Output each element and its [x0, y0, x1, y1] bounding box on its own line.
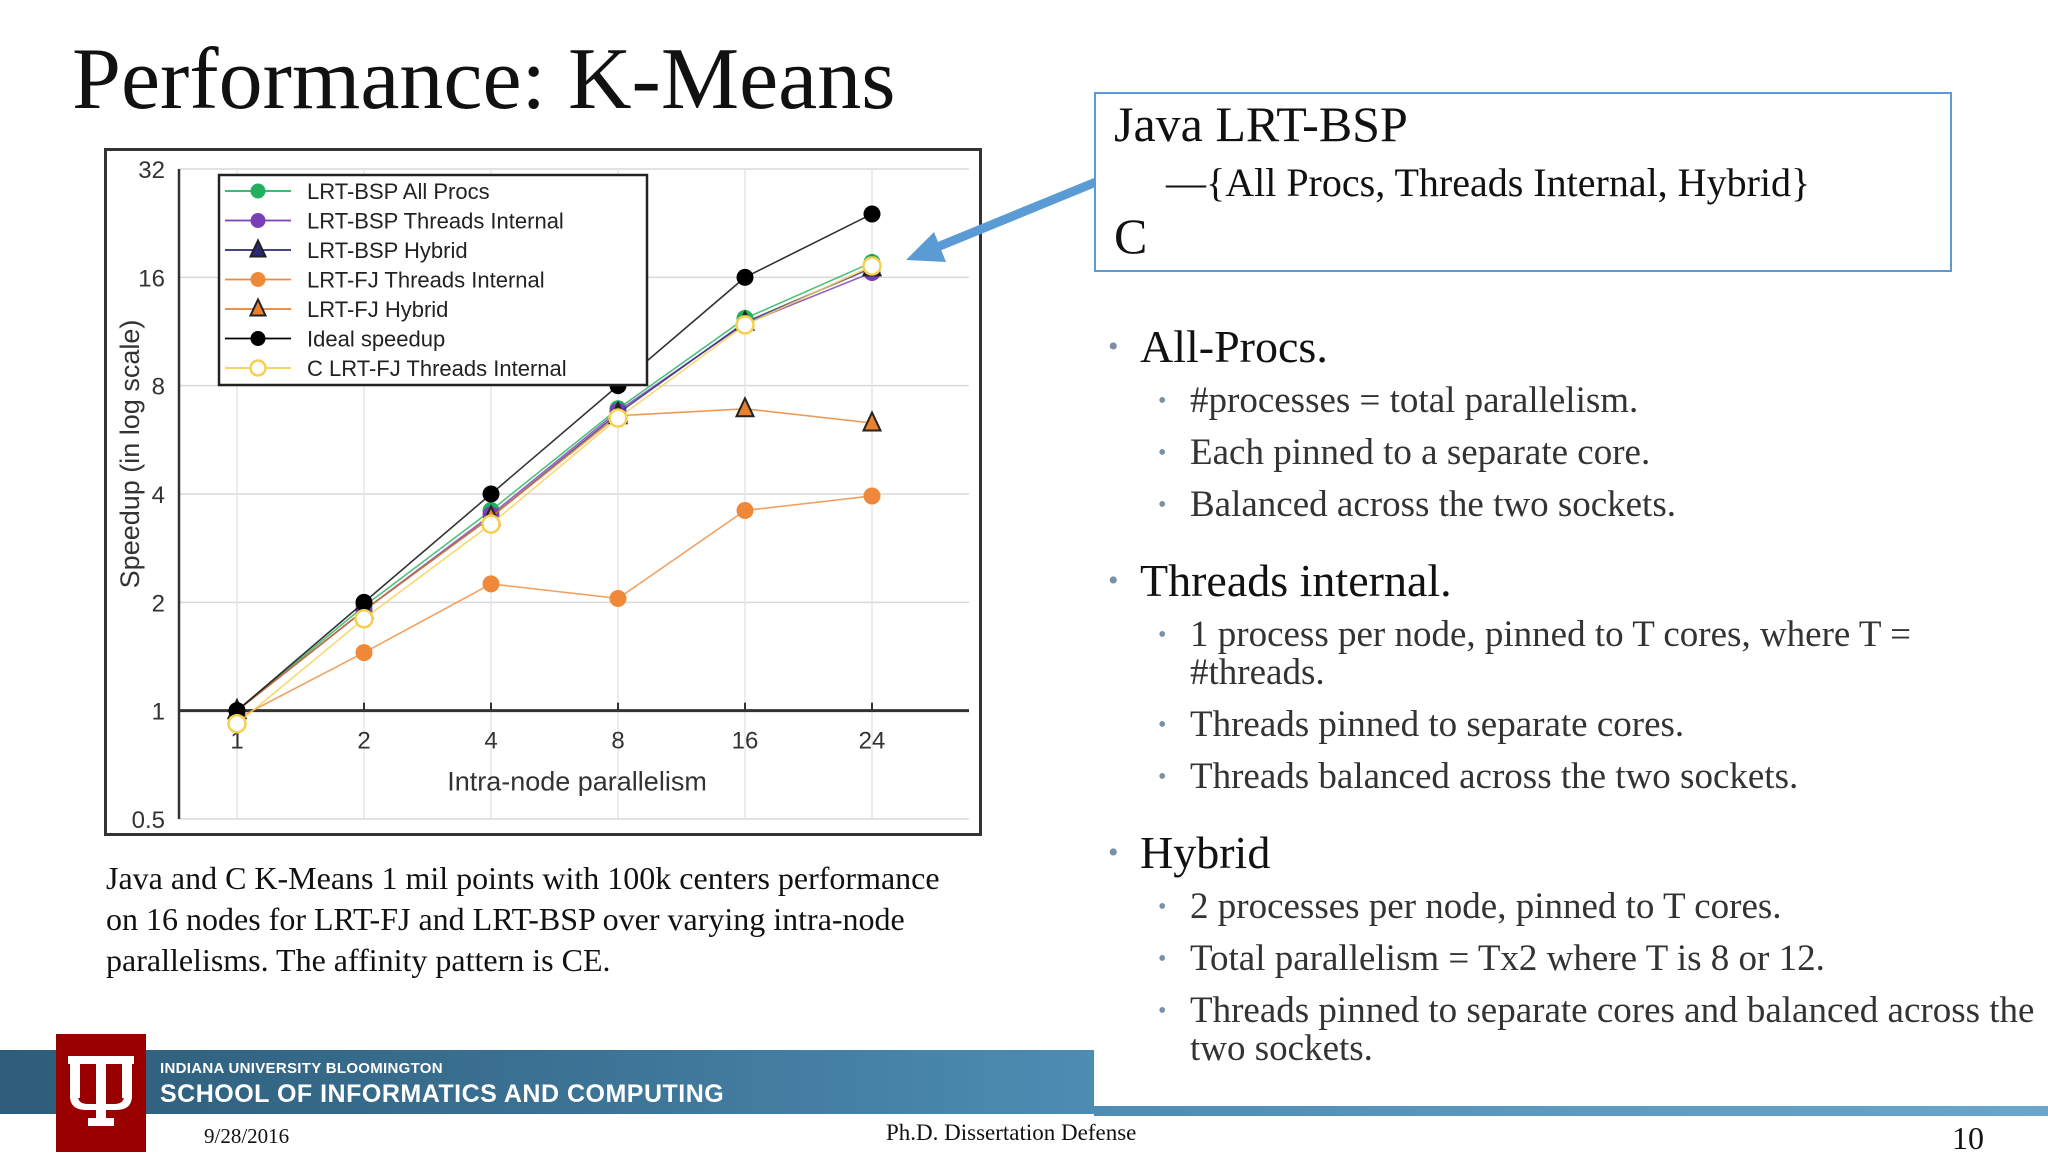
data-point [862, 256, 882, 276]
bullet-list: All-Procs. #processes = total parallelis… [1108, 320, 2038, 1068]
sub-bullet: Total parallelism = Tx2 where T is 8 or … [1108, 940, 2038, 979]
series-lrt-fj-threads-internal [228, 487, 881, 728]
sub-bullet: 1 process per node, pinned to T cores, w… [1108, 616, 2038, 692]
footer-line [1094, 1106, 2048, 1116]
data-point [735, 315, 755, 335]
legend-marker [248, 238, 268, 258]
y-tick-label: 16 [138, 265, 165, 292]
y-tick-label: 4 [152, 482, 165, 509]
speedup-chart: 0.5 1 2 4 8 16 32 1 2 4 8 16 24 Intra-node parallelis… [104, 148, 982, 836]
x-tick-label: 16 [732, 728, 759, 755]
callout-title: Java LRT-BSP [1114, 96, 1408, 152]
data-point [354, 609, 374, 629]
data-point [227, 713, 247, 734]
footer-band [0, 1050, 1094, 1114]
legend-marker [250, 183, 266, 199]
legend-label: LRT-BSP All Procs [307, 179, 490, 204]
data-point [861, 410, 883, 432]
callout-box: Java LRT-BSP ―{All Procs, Threads Intern… [1094, 92, 1952, 272]
x-tick-label: 2 [357, 728, 370, 755]
legend-marker [250, 272, 266, 287]
sub-bullet: #processes = total parallelism. [1108, 382, 2038, 421]
series-line [236, 265, 873, 725]
legend-marker [250, 213, 266, 228]
data-point [736, 501, 754, 519]
data-point [608, 408, 628, 428]
data-point [355, 644, 373, 662]
data-point [355, 593, 373, 611]
sub-bullet: Balanced across the two sockets. [1108, 486, 2038, 525]
data-point [228, 702, 246, 720]
legend-label: LRT-BSP Hybrid [307, 238, 468, 263]
data-point [736, 268, 754, 286]
series-line [236, 495, 873, 720]
sub-bullet: Threads balanced across the two sockets. [1108, 758, 2038, 797]
chart-caption: Java and C K-Means 1 mil points with 100… [106, 860, 940, 978]
legend-label: LRT-BSP Threads Internal [307, 209, 564, 234]
footer-date: 9/28/2016 [204, 1124, 290, 1148]
series-ideal-speedup [228, 205, 881, 720]
y-tick-label: 0.5 [132, 807, 165, 833]
sub-bullet: Each pinned to a separate core. [1108, 434, 2038, 473]
series-line [236, 213, 873, 712]
data-point [481, 514, 501, 534]
data-point [734, 395, 756, 418]
x-tick-label: 24 [859, 728, 886, 755]
legend-label: LRT-FJ Threads Internal [307, 268, 545, 293]
slide-title: Performance: K-Means [72, 31, 896, 128]
series-c-lrt-fj-threads-internal [227, 256, 882, 734]
data-point [863, 487, 881, 505]
legend-label: Ideal speedup [307, 327, 445, 352]
y-tick-label: 2 [152, 590, 165, 617]
legend-label: C LRT-FJ Threads Internal [307, 356, 567, 381]
x-axis-label: Intra-node parallelism [447, 767, 707, 797]
x-tick-label: 8 [611, 728, 624, 755]
footer-center-text: Ph.D. Dissertation Defense [886, 1120, 1137, 1145]
x-tick-label: 4 [484, 728, 497, 755]
series-line [236, 261, 873, 712]
data-point [482, 575, 500, 593]
sub-bullet: Threads pinned to separate cores. [1108, 706, 2038, 745]
legend-label: LRT-FJ Hybrid [307, 297, 448, 322]
legend-marker [250, 331, 266, 346]
y-tick-label: 32 [138, 157, 165, 184]
page-number: 10 [1952, 1120, 1984, 1156]
legend-marker [249, 359, 267, 377]
sub-bullet: 2 processes per node, pinned to T cores. [1108, 888, 2038, 927]
footer-org: INDIANA UNIVERSITY BLOOMINGTON [160, 1060, 443, 1077]
data-point [482, 485, 500, 503]
callout-subtitle: ―{All Procs, Threads Internal, Hybrid} [1166, 160, 1811, 205]
trident-icon [68, 1056, 134, 1126]
footer-school: SCHOOL OF INFORMATICS AND COMPUTING [160, 1080, 725, 1108]
y-axis-label: Speedup (in log scale) [115, 320, 145, 589]
x-tick-label: 1 [230, 728, 243, 755]
y-tick-label: 8 [152, 374, 165, 401]
iu-trident-logo [56, 1034, 146, 1152]
legend-marker [248, 297, 268, 317]
series-line [236, 407, 873, 712]
y-tick-label: 1 [152, 699, 165, 726]
bullet-threads-internal: Threads internal. [1108, 554, 2038, 608]
data-point [863, 205, 881, 223]
bullet-all-procs: All-Procs. [1108, 320, 2038, 374]
callout-c-label: C [1114, 208, 1148, 264]
data-point [609, 589, 627, 607]
series-lrt-fj-hybrid [226, 395, 883, 720]
bullet-hybrid: Hybrid [1108, 826, 2038, 880]
sub-bullet: Threads pinned to separate cores and bal… [1108, 992, 2038, 1068]
